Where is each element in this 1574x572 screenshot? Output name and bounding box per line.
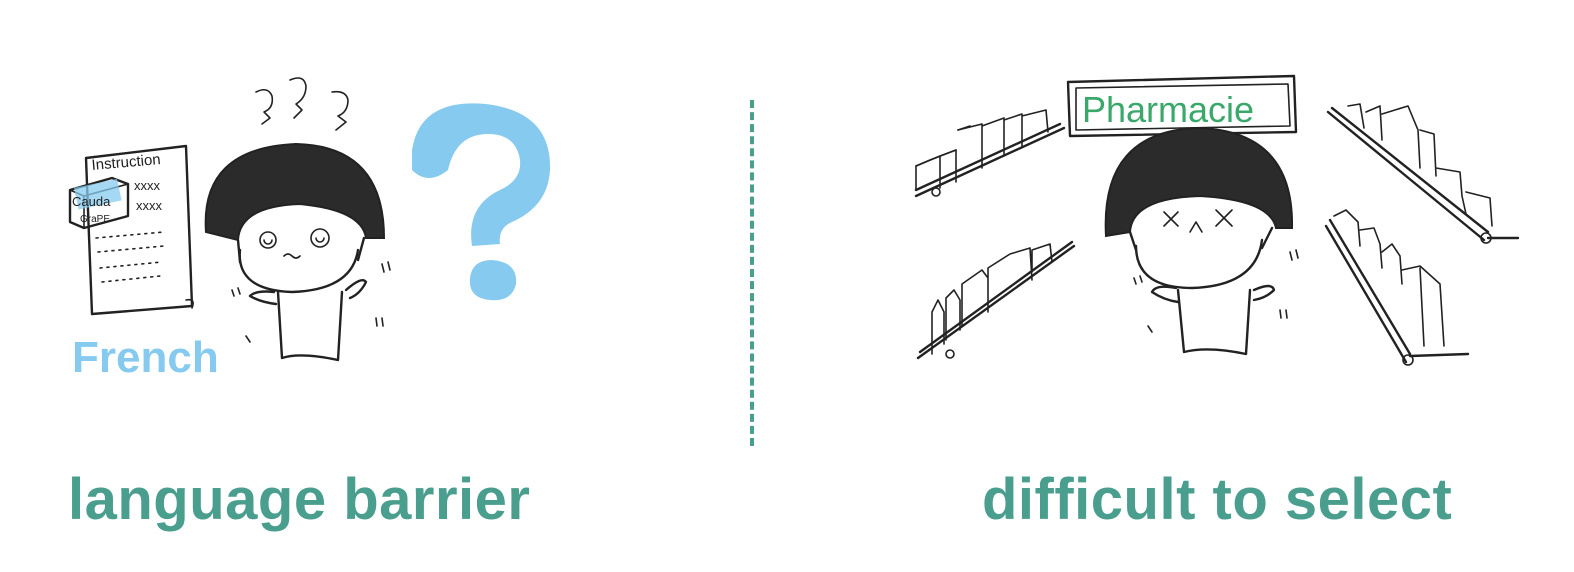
panel-language-barrier: Instruction xxxx xxxx Cauda GraPE French bbox=[0, 0, 760, 572]
caption-difficult-to-select: difficult to select bbox=[982, 467, 1453, 532]
confused-character bbox=[204, 142, 391, 362]
shelf-left-lower bbox=[916, 240, 1076, 360]
sheet-marks-1: xxxx bbox=[134, 178, 161, 193]
pharmacy-illustration: Pharmacie bbox=[914, 74, 1520, 366]
shelf-right-upper bbox=[1326, 103, 1520, 244]
panel-difficult-to-select: Pharmacie bbox=[760, 0, 1574, 572]
shelf-left-upper bbox=[914, 109, 1066, 198]
language-label: French bbox=[72, 333, 219, 382]
pharmacy-sign: Pharmacie bbox=[1066, 74, 1298, 138]
panel-divider bbox=[750, 100, 758, 446]
overwhelmed-character bbox=[1104, 126, 1299, 356]
caption-language-barrier: language barrier bbox=[68, 467, 531, 532]
box-label-2: GraPE bbox=[80, 214, 110, 225]
instruction-sheet: Instruction xxxx xxxx Cauda GraPE bbox=[68, 144, 194, 316]
box-label-1: Cauda bbox=[72, 194, 111, 209]
question-mark-icon bbox=[412, 103, 551, 301]
sheet-heading: Instruction bbox=[91, 151, 161, 174]
sheet-marks-2: xxxx bbox=[136, 198, 163, 213]
shelf-right-lower bbox=[1324, 209, 1470, 366]
confusion-squiggles-icon bbox=[255, 77, 349, 131]
pharmacy-sign-text: Pharmacie bbox=[1082, 89, 1254, 130]
language-barrier-illustration: Instruction xxxx xxxx Cauda GraPE French bbox=[68, 77, 551, 382]
